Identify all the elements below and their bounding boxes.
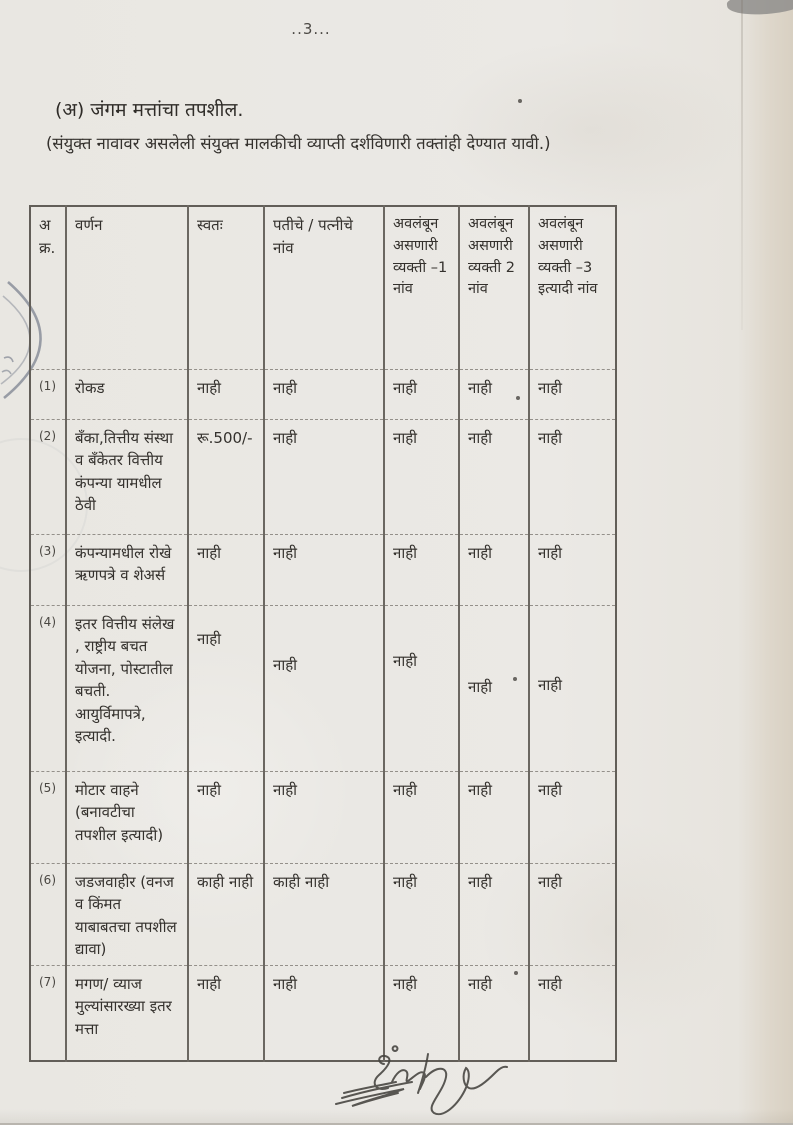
row-serial: (5) (30, 771, 66, 864)
cell-self: नाही (187, 771, 264, 864)
page-number: ..3... (291, 20, 331, 38)
cell-spouse: नाही (263, 605, 384, 772)
cell-spouse: काही नाही (263, 863, 384, 966)
row-description: कंपन्यामधील रोखे ऋणपत्रे व शेअर्स (65, 534, 188, 606)
cell-self: नाही (187, 965, 264, 1061)
cell-dependent-3: नाही (528, 605, 616, 772)
row-description: इतर वित्तीय संलेख , राष्ट्रीय बचत योजना,… (65, 605, 188, 772)
table-row: (4) इतर वित्तीय संलेख , राष्ट्रीय बचत यो… (30, 605, 616, 772)
cell-self: काही नाही (187, 863, 264, 966)
cell-dependent-2: नाही (458, 771, 529, 864)
table-header-row: अ क्र. वर्णन स्वतः पतीचे / पत्नीचे नांव … (30, 206, 616, 370)
scan-blotch (430, 40, 750, 220)
cell-dependent-3: नाही (528, 369, 616, 420)
page-fold-line (741, 0, 743, 330)
table-row: (5) मोटार वाहने (बनावटीचा तपशील इत्यादी)… (30, 771, 616, 864)
row-description: बँका,तित्तीय संस्था व बँकेतर वित्तीय कंप… (65, 419, 188, 535)
table-row: (6) जडजवाहीर (वनज व किंमत याबाबतचा तपशील… (30, 863, 616, 966)
col-header-dependent-3: अवलंबून असणारी व्यक्ती –3 इत्यादी नांव (528, 206, 616, 370)
row-serial: (6) (30, 863, 66, 966)
scan-corner-artifact (726, 0, 793, 19)
col-header-spouse: पतीचे / पत्नीचे नांव (263, 206, 384, 370)
scan-edge-shadow (0, 1109, 793, 1123)
cell-dependent-2: नाही (458, 605, 529, 772)
cell-dependent-1: नाही (383, 534, 459, 606)
cell-dependent-2: नाही (458, 965, 529, 1061)
row-serial: (7) (39, 974, 56, 989)
table-row: (2) बँका,तित्तीय संस्था व बँकेतर वित्तीय… (30, 419, 616, 535)
ink-dot (518, 99, 522, 103)
col-header-dependent-2: अवलंबून असणारी व्यक्ती 2 नांव (458, 206, 529, 370)
cell-spouse: नाही (263, 369, 384, 420)
table-row: (7) मगण/ व्याज मुल्यांसारख्या इतर मत्ता … (30, 965, 616, 1061)
cell-dependent-1: नाही (383, 863, 459, 966)
row-description: मोटार वाहने (बनावटीचा तपशील इत्यादी) (65, 771, 188, 864)
cell-self: नाही (187, 534, 264, 606)
cell-spouse: नाही (263, 419, 384, 535)
cell-self: रू.500/- (187, 419, 264, 535)
cell-dependent-1: नाही (383, 369, 459, 420)
cell-spouse: नाही (263, 771, 384, 864)
cell-dependent-3: नाही (528, 863, 616, 966)
cell-dependent-2: नाही (458, 419, 529, 535)
cell-dependent-3: नाही (528, 771, 616, 864)
cell-spouse: नाही (263, 965, 384, 1061)
section-heading: (अ) जंगम मत्तांचा तपशील. (55, 99, 244, 121)
cell-self: नाही (187, 605, 264, 772)
movable-assets-table: अ क्र. वर्णन स्वतः पतीचे / पत्नीचे नांव … (29, 205, 617, 1062)
row-serial: (2) (30, 419, 66, 535)
cell-dependent-1: नाही (383, 965, 459, 1061)
cell-dependent-1: नाही (383, 419, 459, 535)
col-header-dependent-1: अवलंबून असणारी व्यक्ती –1 नांव (383, 206, 459, 370)
col-header-self: स्वतः (187, 206, 264, 370)
section-subheading: (संयुक्त नावावर असलेली संयुक्त मालकीची व… (46, 134, 551, 153)
cell-spouse: नाही (263, 534, 384, 606)
cell-dependent-1: नाही (383, 771, 459, 864)
row-serial: (1) (30, 369, 66, 420)
row-serial: (4) (30, 605, 66, 772)
cell-self: नाही (187, 369, 264, 420)
cell-dependent-2: नाही (458, 369, 529, 420)
cell-dependent-2: नाही (458, 534, 529, 606)
cell-dependent-3: नाही (528, 965, 616, 1061)
cell-dependent-3: नाही (528, 534, 616, 606)
row-description: जडजवाहीर (वनज व किंमत याबाबतचा तपशील द्य… (65, 863, 188, 966)
cell-dependent-1: नाही (383, 605, 459, 772)
col-header-description: वर्णन (65, 206, 188, 370)
table-row: (1) रोकड नाही नाही नाही नाही नाही (30, 369, 616, 420)
cell-dependent-3: नाही (528, 419, 616, 535)
row-description: रोकड (65, 369, 188, 420)
row-serial: (3) (30, 534, 66, 606)
cell-dependent-2: नाही (458, 863, 529, 966)
col-header-serial: अ क्र. (30, 206, 66, 370)
row-description: मगण/ व्याज मुल्यांसारख्या इतर मत्ता (65, 965, 188, 1061)
table-row: (3) कंपन्यामधील रोखे ऋणपत्रे व शेअर्स ना… (30, 534, 616, 606)
